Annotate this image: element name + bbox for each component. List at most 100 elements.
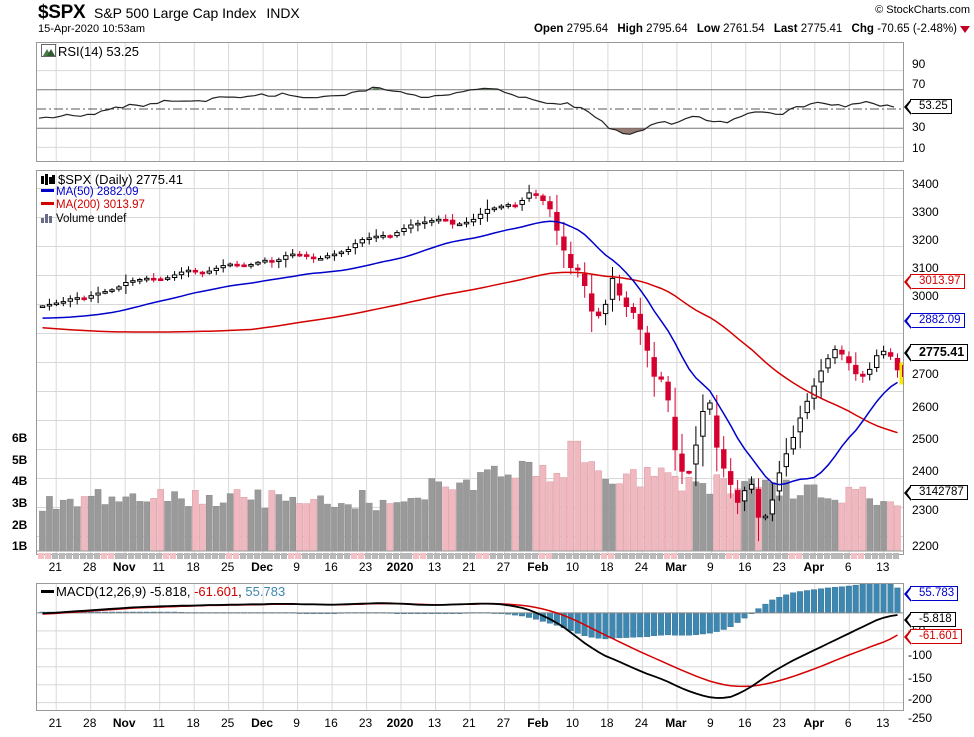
ma200-value: 3013.97 xyxy=(103,199,145,211)
date-label-feb: Feb xyxy=(527,716,549,730)
macd-value: -5.818 xyxy=(149,584,187,599)
date-label-6: 6 xyxy=(844,560,852,574)
macd-sep-2: , xyxy=(238,584,242,599)
stockcharts-watermark: © StockCharts.com xyxy=(875,4,970,16)
macd-hist-value: 55.783 xyxy=(245,584,286,599)
rsi-legend: RSI(14) 53.25 xyxy=(41,44,139,59)
date-label-11: 11 xyxy=(152,560,165,574)
date-label-21: 21 xyxy=(48,560,62,574)
rsi-tick-30: 30 xyxy=(912,120,926,134)
date-label-9: 9 xyxy=(707,560,714,574)
date-label-13: 13 xyxy=(427,716,442,730)
rsi-value: 53.25 xyxy=(106,44,139,59)
price-last-value: 2775.41 xyxy=(136,172,184,187)
ma50-swatch-icon xyxy=(41,189,54,192)
date-label-feb: Feb xyxy=(527,560,549,574)
date-label-9: 9 xyxy=(707,716,714,730)
price-tick-3100: 3100 xyxy=(912,261,939,275)
ma50-label: MA(50) xyxy=(56,186,94,198)
price-legend-title: $SPX (Daily) 2775.41 xyxy=(41,173,183,186)
date-label-25: 25 xyxy=(220,716,235,730)
last-label: Last xyxy=(773,23,798,35)
volume-tick-2b: 2B xyxy=(12,518,28,532)
date-label-9: 9 xyxy=(293,560,300,574)
date-label-28: 28 xyxy=(83,560,97,574)
date-label-24: 24 xyxy=(634,716,649,730)
date-label-apr: Apr xyxy=(803,560,825,574)
last-price-flag: 2775.41 xyxy=(903,343,969,362)
ma50-legend: MA(50) 2882.09 xyxy=(41,186,183,199)
date-label-16: 16 xyxy=(324,560,338,574)
rsi-tick-90: 90 xyxy=(912,57,926,71)
date-tick-strip xyxy=(36,553,904,559)
price-tick-3200: 3200 xyxy=(912,233,939,247)
low-value: 2761.54 xyxy=(723,23,765,35)
macd-legend-line: MACD(12,26,9) -5.818, -61.601, 55.783 xyxy=(41,584,285,599)
ma200-price-flag: 3013.97 xyxy=(904,273,965,290)
ma50-value: 2882.09 xyxy=(96,186,139,198)
date-label-23: 23 xyxy=(358,716,373,730)
macd-tick-neg150: -150 xyxy=(908,671,933,685)
date-label-18: 18 xyxy=(186,560,200,574)
date-label-16: 16 xyxy=(324,716,338,730)
price-tick-2200: 2200 xyxy=(912,539,939,553)
volume-tick-3b: 3B xyxy=(12,496,28,510)
rsi-tick-10: 10 xyxy=(912,141,926,155)
date-axis-bottom: 21 28 Nov 11 18 25 Dec 9 16 23 2020 13 21 27 Feb 10 18 24… xyxy=(36,715,904,733)
price-tick-3300: 3300 xyxy=(912,205,939,219)
chg-value: -70.65 (-2.48%) xyxy=(877,23,957,35)
down-arrow-icon xyxy=(960,26,970,33)
date-label-28: 28 xyxy=(83,716,97,730)
date-label-6: 6 xyxy=(844,716,852,730)
high-value: 2795.64 xyxy=(646,23,688,35)
quote-datetime: 15-Apr-2020 10:53am xyxy=(38,23,146,35)
date-label-21: 21 xyxy=(462,716,476,730)
macd-line-flag: -5.818 xyxy=(904,611,956,628)
chart-header: $SPX S&P 500 Large Cap Index INDX 15-Apr… xyxy=(0,0,974,40)
date-label-27: 27 xyxy=(496,716,511,730)
rsi-area-icon xyxy=(41,44,56,57)
ma50-price-flag: 2882.09 xyxy=(904,312,965,329)
date-label-21: 21 xyxy=(462,560,476,574)
date-label-18: 18 xyxy=(600,560,614,574)
date-label-23: 23 xyxy=(358,560,373,574)
date-label-dec: Dec xyxy=(251,560,274,574)
rsi-tick-70: 70 xyxy=(912,77,926,91)
rsi-legend-line: RSI(14) 53.25 xyxy=(41,44,139,59)
volume-bars-icon xyxy=(41,212,54,223)
macd-label: MACD(12,26,9) xyxy=(56,584,147,599)
volume-label: Volume undef xyxy=(56,213,127,225)
symbol-exchange: INDX xyxy=(266,5,300,21)
price-tick-2300: 2300 xyxy=(912,503,939,517)
open-value: 2795.64 xyxy=(566,23,609,35)
date-label-27: 27 xyxy=(496,560,511,574)
date-label-13: 13 xyxy=(876,560,890,574)
macd-sep-1: , xyxy=(186,584,191,599)
price-tick-2400: 2400 xyxy=(912,464,939,478)
open-label: Open xyxy=(533,23,564,35)
macd-legend: MACD(12,26,9) -5.818, -61.601, 55.783 xyxy=(41,585,285,599)
last-value: 2775.41 xyxy=(800,23,843,35)
macd-tick-neg100: -100 xyxy=(908,648,933,662)
date-label-nov: Nov xyxy=(112,716,136,730)
macd-signal-flag: -61.601 xyxy=(903,628,963,645)
ma200-label: MA(200) xyxy=(56,199,101,211)
date-label-mar: Mar xyxy=(665,560,687,574)
date-axis-top: 21 28 Nov 11 18 25 Dec 9 16 23 2020 13 21 27 Feb 10 18 24… xyxy=(36,553,904,577)
price-tick-2500: 2500 xyxy=(912,432,939,446)
volume-tick-4b: 4B xyxy=(12,474,28,488)
ma200-legend: MA(200) 3013.97 xyxy=(41,199,183,212)
date-label-18: 18 xyxy=(186,716,200,730)
volume-tick-1b: 1B xyxy=(12,539,28,553)
macd-hist-flag: 55.783 xyxy=(903,585,959,602)
date-label-13: 13 xyxy=(427,560,442,574)
volume-legend: Volume undef xyxy=(41,212,183,226)
symbol-ticker: $SPX xyxy=(38,2,86,23)
candlestick-icon xyxy=(41,174,55,185)
chg-label: Chg xyxy=(851,23,874,35)
date-label-24: 24 xyxy=(634,560,649,574)
price-tick-3400: 3400 xyxy=(912,177,939,191)
quote-summary: Open 2795.64 High 2795.64 Low 2761.54 La… xyxy=(534,23,970,35)
date-label-10: 10 xyxy=(565,716,580,730)
rsi-panel: RSI(14) 53.25 xyxy=(36,42,904,162)
